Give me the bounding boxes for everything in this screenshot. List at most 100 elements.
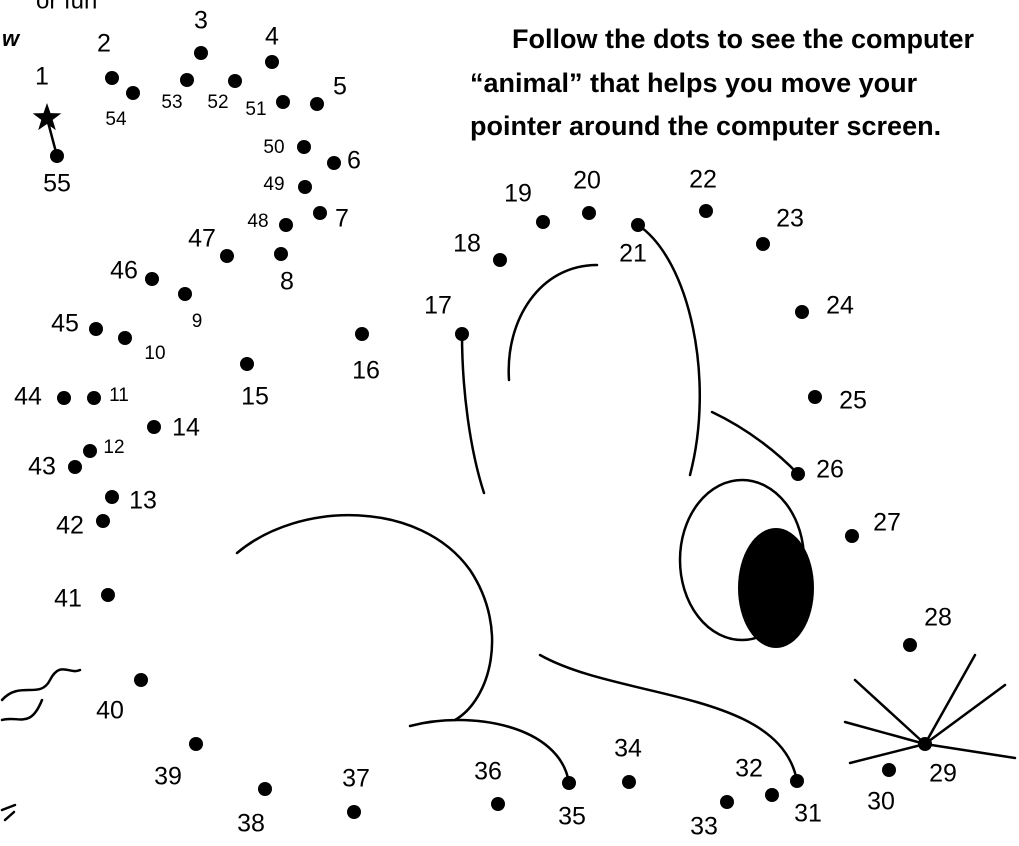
start-star — [32, 103, 62, 131]
dot-number: 19 — [504, 180, 532, 208]
dot-number: 22 — [689, 166, 717, 194]
dot-number: 28 — [924, 604, 952, 632]
dot-number: 46 — [110, 257, 138, 285]
dot — [790, 774, 804, 788]
dot-number: 54 — [105, 109, 127, 130]
dot-number: 21 — [619, 240, 647, 268]
dot — [355, 327, 369, 341]
dot-number: 4 — [265, 23, 279, 51]
dot — [327, 156, 341, 170]
dot-number: 41 — [54, 585, 82, 613]
dot — [105, 490, 119, 504]
dot — [134, 673, 148, 687]
dot — [536, 215, 550, 229]
side-fragment: w — [2, 26, 21, 51]
dot — [276, 95, 290, 109]
dot — [631, 218, 645, 232]
dot-number: 9 — [192, 311, 203, 332]
dot — [145, 272, 159, 286]
dot — [882, 763, 896, 777]
instruction-line: Follow the dots to see the computer — [512, 24, 975, 54]
dot — [347, 805, 361, 819]
dot-number: 25 — [839, 387, 867, 415]
dot-number: 44 — [14, 383, 42, 411]
dot-number: 11 — [109, 385, 129, 406]
dot-number: 40 — [96, 697, 124, 725]
dot — [756, 237, 770, 251]
dot-number: 55 — [43, 170, 71, 198]
dot — [240, 357, 254, 371]
dot-number: 29 — [929, 760, 957, 788]
dot — [455, 327, 469, 341]
dot-number: 52 — [207, 92, 228, 113]
dot — [96, 514, 110, 528]
dot — [918, 737, 932, 751]
dot-number: 36 — [474, 758, 502, 786]
dot-number: 5 — [333, 73, 347, 101]
dot — [194, 46, 208, 60]
dot-number: 53 — [161, 92, 182, 113]
dot-number: 23 — [776, 205, 804, 233]
dot-number: 32 — [735, 755, 763, 783]
dot — [147, 420, 161, 434]
dot — [313, 206, 327, 220]
dot-number: 42 — [56, 512, 84, 540]
dot — [279, 218, 293, 232]
dot — [220, 249, 234, 263]
dot-number: 1 — [35, 63, 49, 91]
dot-number: 26 — [816, 456, 844, 484]
dot — [101, 588, 115, 602]
dot — [903, 638, 917, 652]
dot — [87, 391, 101, 405]
dot — [105, 71, 119, 85]
dot-number: 39 — [154, 763, 182, 791]
dot-number: 8 — [280, 268, 294, 296]
dot — [68, 460, 82, 474]
dot — [491, 797, 505, 811]
dot-number: 14 — [172, 414, 200, 442]
dot — [265, 55, 279, 69]
instruction-line: pointer around the computer screen. — [470, 111, 941, 141]
dot-number: 30 — [867, 788, 895, 816]
dot-number: 24 — [826, 292, 854, 320]
dot-number: 6 — [347, 147, 361, 175]
dot-number: 33 — [690, 813, 718, 841]
dot-number: 3 — [194, 7, 208, 35]
dot-number: 49 — [263, 174, 284, 195]
dot — [118, 331, 132, 345]
dot — [765, 788, 779, 802]
dot — [189, 737, 203, 751]
dot-number: 15 — [241, 383, 269, 411]
dot — [720, 795, 734, 809]
dot — [258, 782, 272, 796]
dot-number: 16 — [352, 357, 380, 385]
dot — [50, 149, 64, 163]
dot-number: 10 — [144, 343, 165, 364]
dot — [808, 390, 822, 404]
dot — [562, 776, 576, 790]
dot-number: 45 — [51, 310, 79, 338]
dot — [699, 204, 713, 218]
dot — [298, 180, 312, 194]
dot-number: 38 — [237, 810, 265, 838]
dot — [180, 73, 194, 87]
dot — [582, 206, 596, 220]
dot-number: 34 — [614, 735, 642, 763]
dot-number: 50 — [263, 137, 284, 158]
dot-number: 18 — [453, 230, 481, 258]
dot — [795, 305, 809, 319]
dot-number: 12 — [103, 437, 124, 458]
instruction-line: “animal” that helps you move your — [470, 68, 918, 98]
dot — [845, 529, 859, 543]
dot-number: 47 — [188, 225, 216, 253]
dot — [622, 775, 636, 789]
dot-number: 13 — [129, 487, 157, 515]
dot — [493, 253, 507, 267]
dot-number: 17 — [424, 292, 452, 320]
dot-number: 2 — [97, 30, 111, 58]
dot-number: 35 — [558, 803, 586, 831]
dot-number: 20 — [573, 167, 601, 195]
top-fragment: or fun — [36, 0, 97, 14]
dot — [297, 140, 311, 154]
